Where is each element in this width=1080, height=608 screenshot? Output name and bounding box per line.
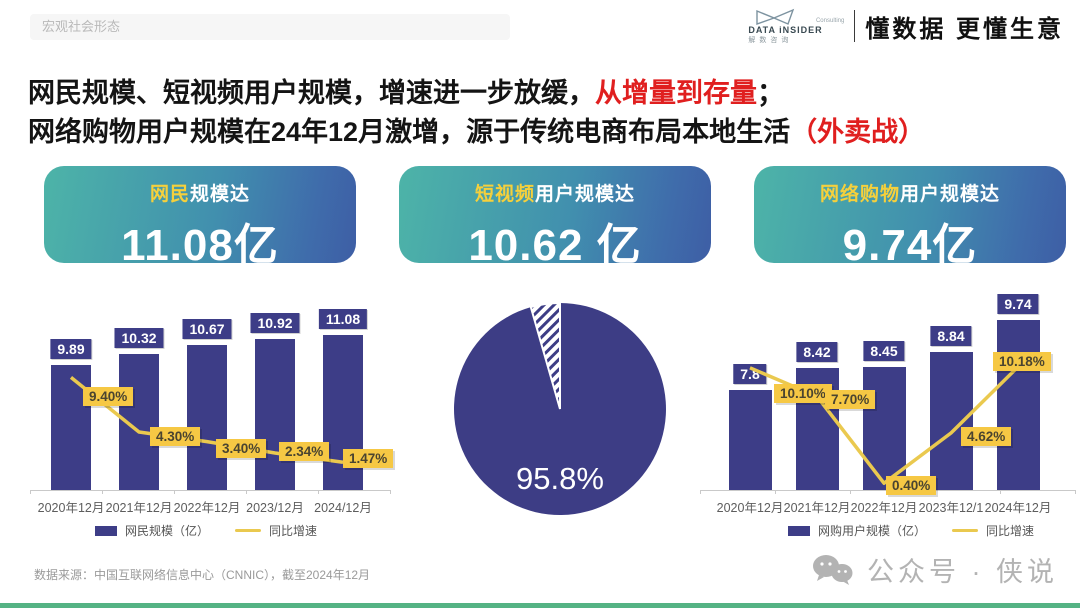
badge-online-shopping-users: 网络购物用户规模达 9.74亿	[754, 166, 1066, 270]
x-axis-tick	[102, 490, 103, 494]
x-axis-tick	[318, 490, 319, 494]
line-point-label: 9.40%	[83, 387, 134, 407]
line-legend-label: 同比增速	[269, 524, 318, 538]
page-title: 网民规模、短视频用户规模，增速进一步放缓，从增量到存量； 网络购物用户规模在24…	[28, 74, 925, 152]
x-axis-label: 2021年12月	[783, 501, 851, 515]
bar-value-label: 11.08	[318, 309, 368, 329]
logo-tagline: Consulting	[815, 18, 845, 24]
bar-value-label: 9.89	[50, 339, 92, 359]
x-axis-tick	[30, 490, 31, 494]
legend-internet-users: 网民规模（亿） 同比增速	[95, 522, 317, 539]
pie-hatched-slice	[529, 301, 561, 410]
bar	[51, 365, 91, 490]
line-point-label: 0.40%	[886, 476, 937, 496]
legend-online-shopping: 网购用户规模（亿） 同比增速	[788, 522, 1034, 539]
x-axis-tick	[390, 490, 391, 494]
badge-title: 网络购物用户规模达	[819, 184, 1001, 205]
bowtie-logo-icon	[756, 8, 795, 25]
line-point-label: 1.47%	[343, 449, 394, 469]
line-point-label: 10.18%	[993, 351, 1051, 371]
bar	[255, 339, 295, 490]
title-red-highlight-2: （外卖战）	[790, 117, 926, 147]
line-point-label: 10.10%	[774, 383, 832, 403]
bar-legend-label: 网购用户规模（亿）	[818, 524, 927, 538]
shortvideo-share-pie-chart: 95.8%	[445, 293, 675, 525]
bar	[996, 320, 1040, 490]
bottom-accent-strip	[0, 603, 1080, 608]
wechat-account-label: 公众号 · 侠说	[867, 557, 1058, 587]
badge-title: 短视频用户规模达	[474, 184, 636, 205]
bar-legend-swatch	[788, 525, 810, 536]
x-axis-label: 2024年12月	[984, 501, 1052, 515]
x-axis-label: 2023/12月	[246, 501, 304, 515]
pie-chart-svg: 95.8%	[453, 301, 666, 515]
wechat-icon	[813, 554, 853, 585]
bar-value-label: 8.42	[796, 341, 838, 362]
x-axis-tick	[1000, 490, 1001, 494]
x-axis-label: 2022年12月	[850, 501, 918, 515]
bar-value-label: 10.92	[250, 313, 300, 334]
title-red-highlight-1: 从增量到存量	[595, 78, 757, 108]
logo-name: DATA iNSIDER	[748, 25, 823, 35]
line-point-label: 3.40%	[216, 438, 267, 458]
x-axis-tick	[775, 490, 776, 494]
line-point-label: 2.34%	[279, 441, 330, 461]
line-legend-label: 同比增速	[986, 524, 1035, 538]
badge-internet-users: 网民规模达 11.08亿	[44, 166, 356, 270]
line-point-label: 7.70%	[825, 390, 876, 410]
badge-value: 11.08亿	[121, 221, 279, 270]
line-point-label: 4.62%	[961, 427, 1012, 447]
brand-slogan: 懂数据 更懂生意	[865, 15, 1064, 43]
line-legend-swatch	[235, 529, 262, 532]
bar-value-label: 10.67	[182, 319, 232, 340]
bar	[862, 366, 906, 490]
badge-shortvideo-users: 短视频用户规模达 10.62 亿	[399, 166, 711, 270]
data-insider-logo: Consulting DATA iNSIDER 解数咨询	[748, 8, 844, 44]
bar	[728, 390, 772, 490]
x-axis-label: 2020年12月	[37, 501, 105, 515]
badge-value: 9.74亿	[842, 221, 978, 270]
x-axis-tick	[174, 490, 175, 494]
line-point-label: 4.30%	[150, 426, 201, 446]
line-legend-swatch	[952, 529, 979, 532]
x-axis-label: 2021年12月	[105, 501, 173, 515]
brand-divider	[854, 10, 856, 42]
x-axis-tick	[246, 490, 247, 494]
x-axis	[30, 490, 390, 491]
bar-legend-swatch	[95, 525, 117, 536]
bar-value-label: 10.32	[114, 328, 164, 349]
bar-value-label: 9.74	[997, 294, 1039, 314]
x-axis-tick	[700, 490, 701, 494]
logo-subtitle: 解数咨询	[748, 37, 793, 44]
internet-users-chart: 9.89 2020年12月 10.32 2021年12月 10.67 2022年12月 10…	[30, 300, 394, 515]
breadcrumb-section-label: 宏观社会形态	[30, 14, 510, 40]
title-line-1: 网民规模、短视频用户规模，增速进一步放缓，从增量到存量；	[28, 78, 784, 108]
growth-line-svg	[69, 376, 344, 465]
online-shopping-chart: 7.8 2020年12月 8.42 2021年12月 8.45 2022年12月 8.84 2…	[700, 294, 1076, 515]
bar-value-label: 8.45	[863, 340, 905, 361]
wechat-banner: 公众号 · 侠说	[811, 550, 1058, 589]
x-axis-label: 2023年12/1	[918, 501, 984, 515]
bar-legend-label: 网民规模（亿）	[125, 524, 210, 538]
x-axis-label: 2022年12月	[173, 501, 241, 515]
data-source-note: 数据来源：中国互联网络信息中心（CNNIC），截至2024年12月	[34, 568, 371, 582]
x-axis-tick	[1075, 490, 1076, 494]
brand-header: Consulting DATA iNSIDER 解数咨询 懂数据 更懂生意	[748, 8, 1064, 44]
bar	[187, 345, 227, 490]
x-axis-label: 2024/12月	[314, 501, 372, 515]
badge-value: 10.62 亿	[468, 221, 642, 270]
x-axis-tick	[850, 490, 851, 494]
title-line-2: 网络购物用户规模在24年12月激增，源于传统电商布局本地生活（外卖战）	[28, 117, 926, 147]
pie-value-label: 95.8%	[516, 461, 604, 496]
bar-value-label: 8.84	[930, 326, 972, 347]
x-axis-label: 2020年12月	[716, 501, 784, 515]
badge-title: 网民规模达	[149, 184, 251, 205]
